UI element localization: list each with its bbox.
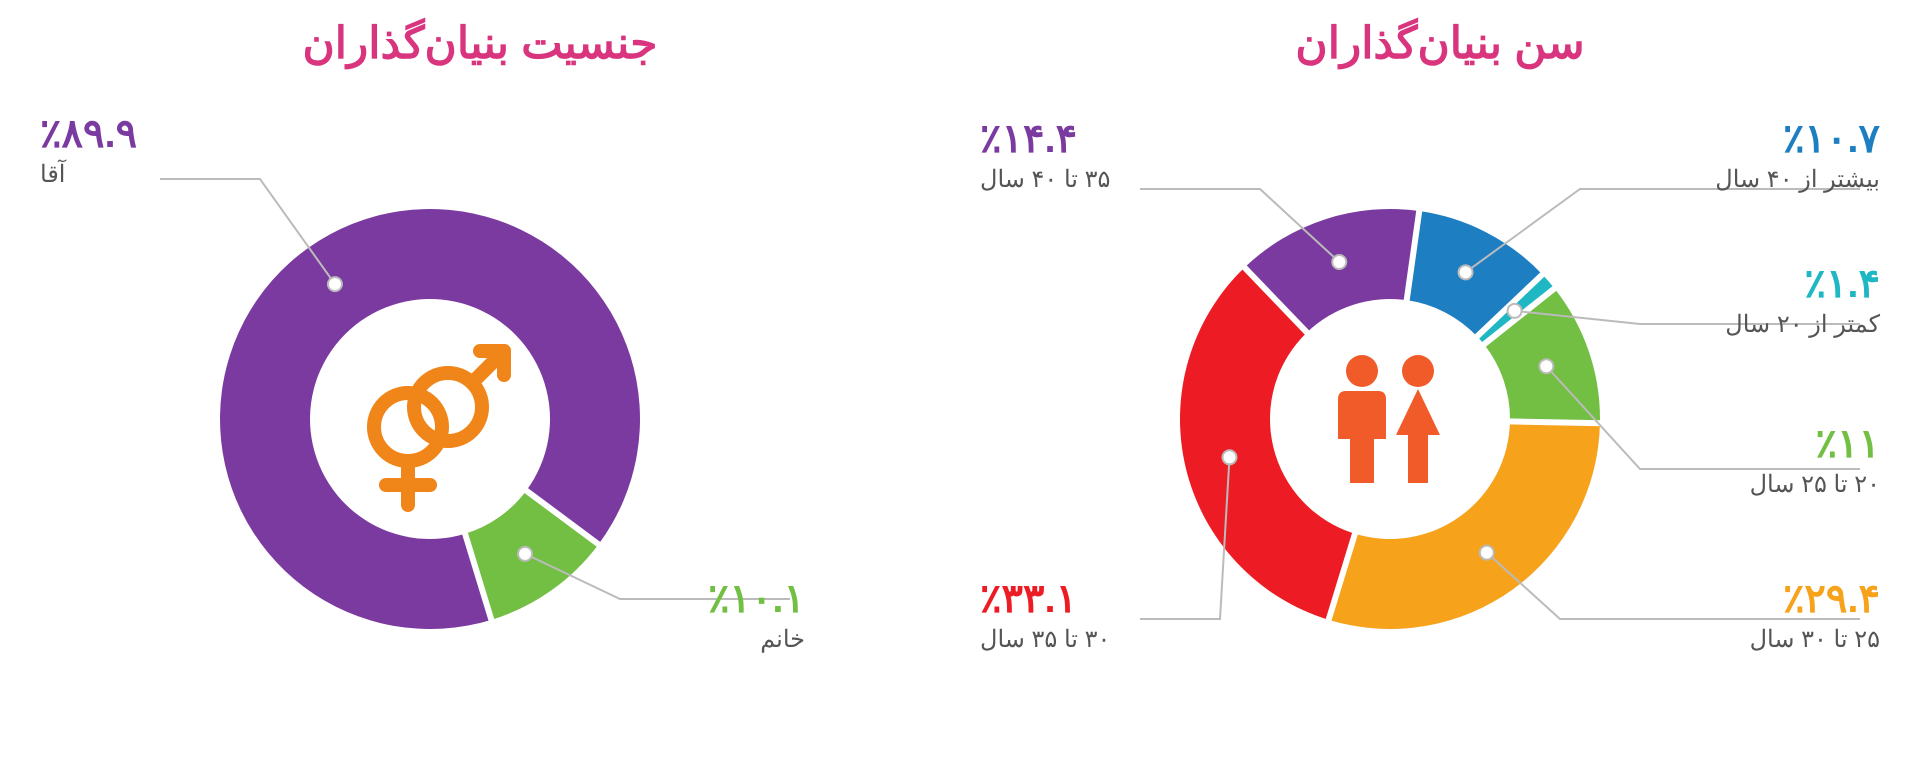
gender-symbols-icon xyxy=(374,351,504,505)
age-lt20-value: ٪۱.۴ xyxy=(1725,264,1880,304)
age-lt20-sub: کمتر از ۲۰ سال xyxy=(1725,310,1880,339)
age-40plus-value: ٪۱۰.۷ xyxy=(1715,119,1880,159)
age-label-40plus: ٪۱۰.۷ بیشتر از ۴۰ سال xyxy=(1715,119,1880,194)
gender-female-sub: خانم xyxy=(708,625,805,654)
people-icon xyxy=(1338,355,1440,483)
age-label-20-25: ٪۱۱ ۲۰ تا ۲۵ سال xyxy=(1750,424,1880,499)
gender-chart: ٪۸۹.۹ آقا ٪۱۰.۱ خانم xyxy=(0,69,960,709)
age-label-35-40: ٪۱۴.۴ ۳۵ تا ۴۰ سال xyxy=(980,119,1110,194)
age-25-30-value: ٪۲۹.۴ xyxy=(1750,579,1880,619)
age-30-35-value: ٪۳۳.۱ xyxy=(980,579,1110,619)
gender-male-sub: آقا xyxy=(40,160,137,189)
age-label-lt20: ٪۱.۴ کمتر از ۲۰ سال xyxy=(1725,264,1880,339)
age-25-30-sub: ۲۵ تا ۳۰ سال xyxy=(1750,625,1880,654)
donut-segment xyxy=(1180,268,1355,620)
gender-label-male: ٪۸۹.۹ آقا xyxy=(40,114,137,189)
gender-panel: جنسیت بنیان‌گذاران ٪۸۹.۹ آقا ٪۱۰.۱ خانم xyxy=(0,0,960,763)
age-label-25-30: ٪۲۹.۴ ۲۵ تا ۳۰ سال xyxy=(1750,579,1880,654)
age-panel: سن بنیان‌گذاران ٪۱۴.۴ ۳۵ تا ۴۰ سال ٪۳۳.۱… xyxy=(960,0,1920,763)
age-label-30-35: ٪۳۳.۱ ۳۰ تا ۳۵ سال xyxy=(980,579,1110,654)
age-35-40-sub: ۳۵ تا ۴۰ سال xyxy=(980,165,1110,194)
gender-female-value: ٪۱۰.۱ xyxy=(708,579,805,619)
gender-male-value: ٪۸۹.۹ xyxy=(40,114,137,154)
age-35-40-value: ٪۱۴.۴ xyxy=(980,119,1110,159)
gender-label-female: ٪۱۰.۱ خانم xyxy=(708,579,805,654)
gender-title: جنسیت بنیان‌گذاران xyxy=(0,18,960,69)
age-30-35-sub: ۳۰ تا ۳۵ سال xyxy=(980,625,1110,654)
age-20-25-value: ٪۱۱ xyxy=(1750,424,1880,464)
age-chart: ٪۱۴.۴ ۳۵ تا ۴۰ سال ٪۳۳.۱ ۳۰ تا ۳۵ سال ٪۱… xyxy=(960,69,1920,709)
age-40plus-sub: بیشتر از ۴۰ سال xyxy=(1715,165,1880,194)
age-20-25-sub: ۲۰ تا ۲۵ سال xyxy=(1750,470,1880,499)
gender-donut xyxy=(0,69,960,709)
age-title: سن بنیان‌گذاران xyxy=(960,18,1920,69)
